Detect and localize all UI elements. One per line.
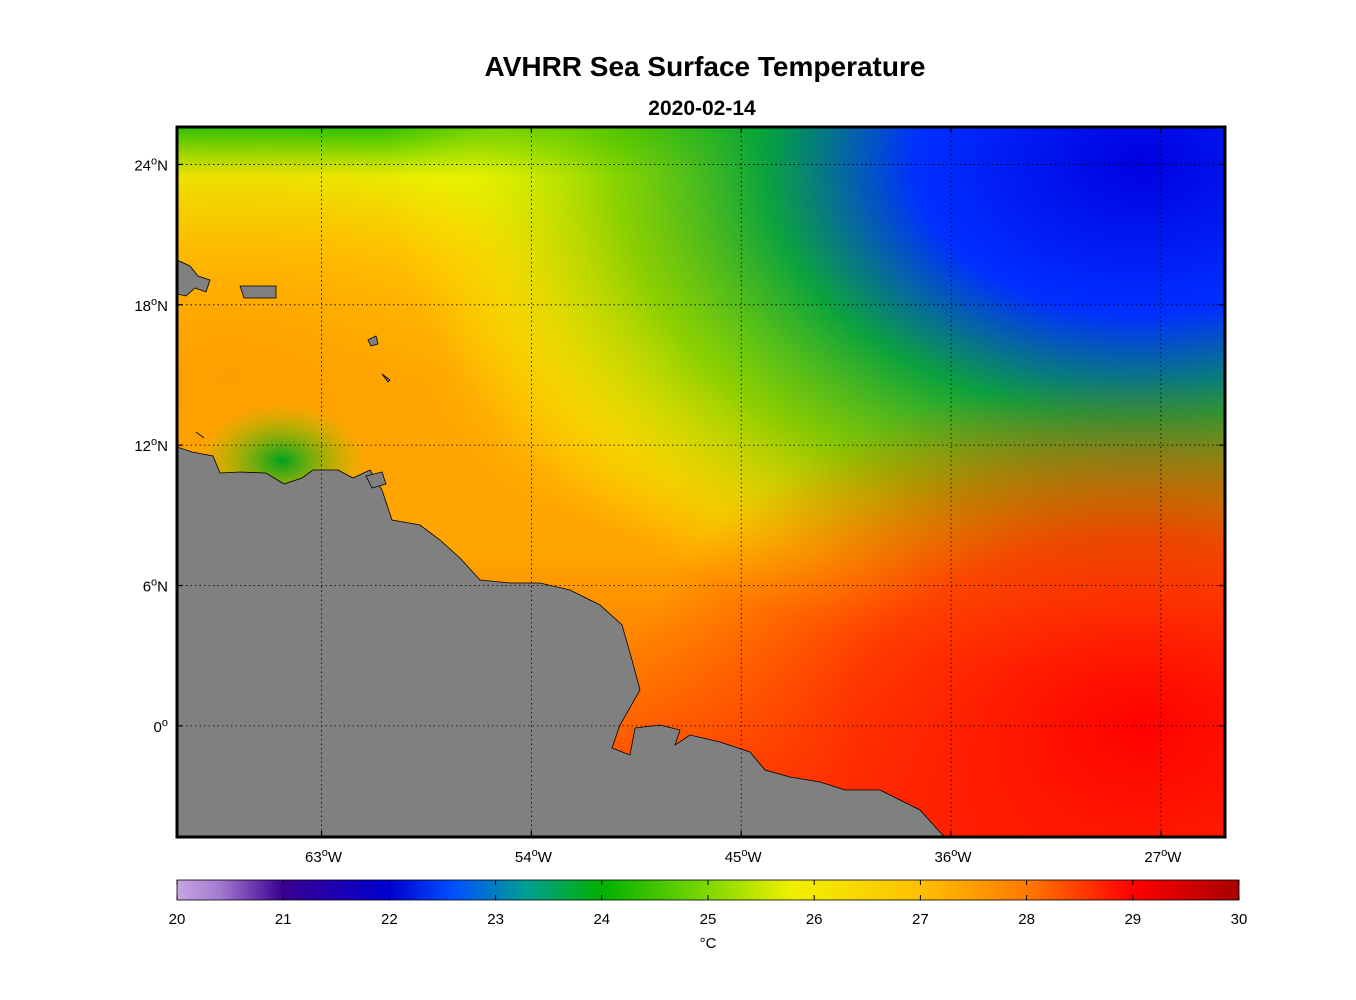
- colorbar: 20 21 22 23 24 25 26 27 28 29 30 °C: [169, 879, 1248, 952]
- lon-tick-label: 36oW: [935, 847, 973, 866]
- land-south-america: [177, 446, 946, 837]
- colorbar-tick-label: 21: [275, 911, 292, 928]
- colorbar-ticks: 20 21 22 23 24 25 26 27 28 29 30: [169, 880, 1248, 928]
- colorbar-tick-label: 20: [169, 911, 186, 928]
- map-graticule: [177, 127, 1225, 837]
- colorbar-tick-label: 23: [487, 911, 504, 928]
- map-frame: [175, 125, 1227, 839]
- land-island-trinidad: [365, 471, 387, 489]
- sst-map: [177, 127, 1225, 837]
- colorbar-tick-label: 24: [593, 911, 610, 928]
- lat-tick-label: 6oN: [143, 577, 168, 596]
- lat-tick-labels: 24oN 18oN 12oN 6oN 0o: [134, 155, 1225, 736]
- lon-tick-label: 27oW: [1144, 847, 1182, 866]
- colorbar-tick-label: 25: [700, 911, 717, 928]
- land-island-hispaniola: [177, 259, 211, 297]
- colorbar-tick-label: 27: [912, 911, 929, 928]
- lon-tick-label: 63oW: [305, 847, 343, 866]
- land-island-grenada: [195, 431, 205, 439]
- lon-tick-label: 54oW: [515, 847, 553, 866]
- lat-tick-label: 24oN: [134, 155, 168, 174]
- lat-tick-label: 0o: [154, 717, 168, 736]
- land-island-guadeloupe: [367, 335, 379, 347]
- lon-tick-label: 45oW: [725, 847, 763, 866]
- lat-tick-label: 18oN: [134, 296, 168, 315]
- colorbar-tick-label: 26: [806, 911, 823, 928]
- colorbar-tick-label: 22: [381, 911, 398, 928]
- lon-tick-labels: 63oW 54oW 45oW 36oW 27oW: [305, 127, 1182, 866]
- lat-tick-label: 12oN: [134, 436, 168, 455]
- land-island-martinique: [381, 373, 391, 383]
- map-title: AVHRR Sea Surface Temperature: [485, 51, 926, 82]
- land-island-puerto-rico: [239, 285, 277, 299]
- colorbar-unit-label: °C: [700, 935, 717, 952]
- colorbar-tick-label: 28: [1018, 911, 1035, 928]
- colorbar-tick-label: 30: [1231, 911, 1248, 928]
- map-subtitle: 2020-02-14: [648, 97, 756, 120]
- colorbar-tick-label: 29: [1124, 911, 1141, 928]
